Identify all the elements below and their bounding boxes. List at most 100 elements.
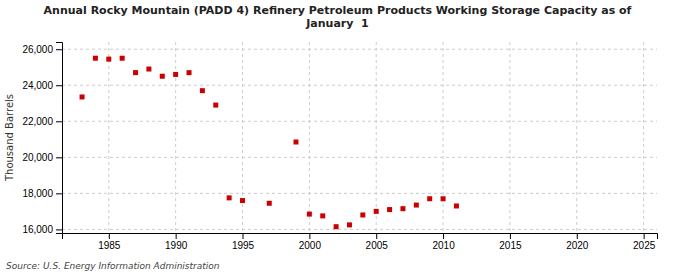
point — [374, 209, 379, 214]
grid-line — [62, 121, 657, 122]
tick: 1985 — [98, 233, 121, 251]
point — [307, 212, 312, 217]
tick-label: 1990 — [165, 240, 188, 251]
grid-line — [443, 42, 444, 233]
grid-line — [62, 193, 657, 194]
tick-mark — [510, 233, 511, 239]
point — [80, 94, 85, 99]
point — [293, 140, 298, 145]
tick-label: 2025 — [633, 240, 656, 251]
point — [400, 206, 405, 211]
grid-line — [175, 42, 176, 233]
point — [387, 207, 392, 212]
point — [227, 195, 232, 200]
point — [320, 213, 325, 218]
tick: 1990 — [165, 233, 188, 251]
point — [454, 203, 459, 208]
tick-mark — [443, 233, 444, 239]
tick: 18,000 — [22, 188, 62, 199]
tick-label: 20,000 — [22, 152, 53, 163]
grid-line — [242, 42, 243, 233]
tick-label: 2000 — [299, 240, 322, 251]
point — [414, 203, 419, 208]
x-axis: 1985 1990 1995 2000 2005 2010 2015 2020 2025 — [63, 233, 658, 251]
point — [173, 72, 178, 77]
tick-label: 18,000 — [22, 188, 53, 199]
tick: 2005 — [366, 233, 389, 251]
annotation: Source: U.S. Energy Information Administ… — [6, 261, 220, 271]
title: Annual Rocky Mountain (PADD 4) Refinery … — [44, 4, 632, 30]
point — [267, 201, 272, 206]
tick: 2010 — [432, 233, 455, 251]
chart: Annual Rocky Mountain (PADD 4) Refinery … — [0, 0, 675, 275]
grid-line — [62, 229, 657, 230]
tick-label: 2020 — [566, 240, 589, 251]
tick: 1995 — [232, 233, 255, 251]
tick-label: 26,000 — [22, 44, 53, 55]
grid-line — [108, 42, 109, 233]
tick: 2020 — [566, 233, 589, 251]
point — [360, 212, 365, 217]
grid-line — [376, 42, 377, 233]
point — [347, 222, 352, 227]
y-axis-label: Thousand Barrels — [4, 94, 15, 182]
tick: 2000 — [299, 233, 322, 251]
tick-label: 2005 — [366, 240, 389, 251]
title-line: January 1 — [305, 17, 369, 30]
tick-label: 2015 — [499, 240, 522, 251]
point — [106, 57, 111, 62]
tick-label: 2010 — [432, 240, 455, 251]
tick: 2015 — [499, 233, 522, 251]
tick-mark — [56, 157, 62, 158]
tick-mark — [376, 233, 377, 239]
tick-mark — [577, 233, 578, 239]
point — [334, 224, 339, 229]
point — [187, 70, 192, 75]
point — [133, 70, 138, 75]
point — [146, 67, 151, 72]
points — [80, 56, 459, 229]
tick-label: 24,000 — [22, 80, 53, 91]
tick-mark — [644, 233, 645, 239]
point — [200, 88, 205, 93]
tick-mark — [56, 49, 62, 50]
point — [160, 74, 165, 79]
axis-line — [63, 234, 658, 240]
tick-label: 1995 — [232, 240, 255, 251]
point — [93, 56, 98, 61]
tick: 16,000 — [22, 224, 62, 235]
tick-mark — [56, 229, 62, 230]
point — [441, 196, 446, 201]
tick-mark — [109, 233, 110, 239]
tick: 22,000 — [22, 116, 62, 127]
tick-mark — [56, 85, 62, 86]
grid-line — [643, 42, 644, 233]
grid-line — [62, 157, 657, 158]
y-axis: 16,000 18,000 20,000 22,000 24,000 26,000 — [22, 43, 62, 236]
point — [240, 198, 245, 203]
tick-label: 22,000 — [22, 116, 53, 127]
point — [120, 56, 125, 61]
tick: 20,000 — [22, 152, 62, 163]
title-line: Annual Rocky Mountain (PADD 4) Refinery … — [44, 4, 632, 17]
grid-line — [309, 42, 310, 233]
tick-mark — [309, 233, 310, 239]
axis-line — [56, 43, 63, 234]
tick-mark — [56, 121, 62, 122]
grid-line — [62, 85, 657, 86]
tick-mark — [243, 233, 244, 239]
point — [427, 196, 432, 201]
tick-label: 16,000 — [22, 224, 53, 235]
tick: 2025 — [633, 233, 656, 251]
tick-label: 1985 — [98, 240, 121, 251]
tick-mark — [56, 193, 62, 194]
tick: 24,000 — [22, 80, 62, 91]
grid-line — [509, 42, 510, 233]
grid — [62, 42, 657, 233]
point — [213, 103, 218, 108]
grid-line — [62, 49, 657, 50]
tick-mark — [176, 233, 177, 239]
grid-line — [576, 42, 577, 233]
tick: 26,000 — [22, 44, 62, 55]
plot: 1985 1990 1995 2000 2005 2010 2015 2020 2025 16,0… — [22, 42, 657, 251]
